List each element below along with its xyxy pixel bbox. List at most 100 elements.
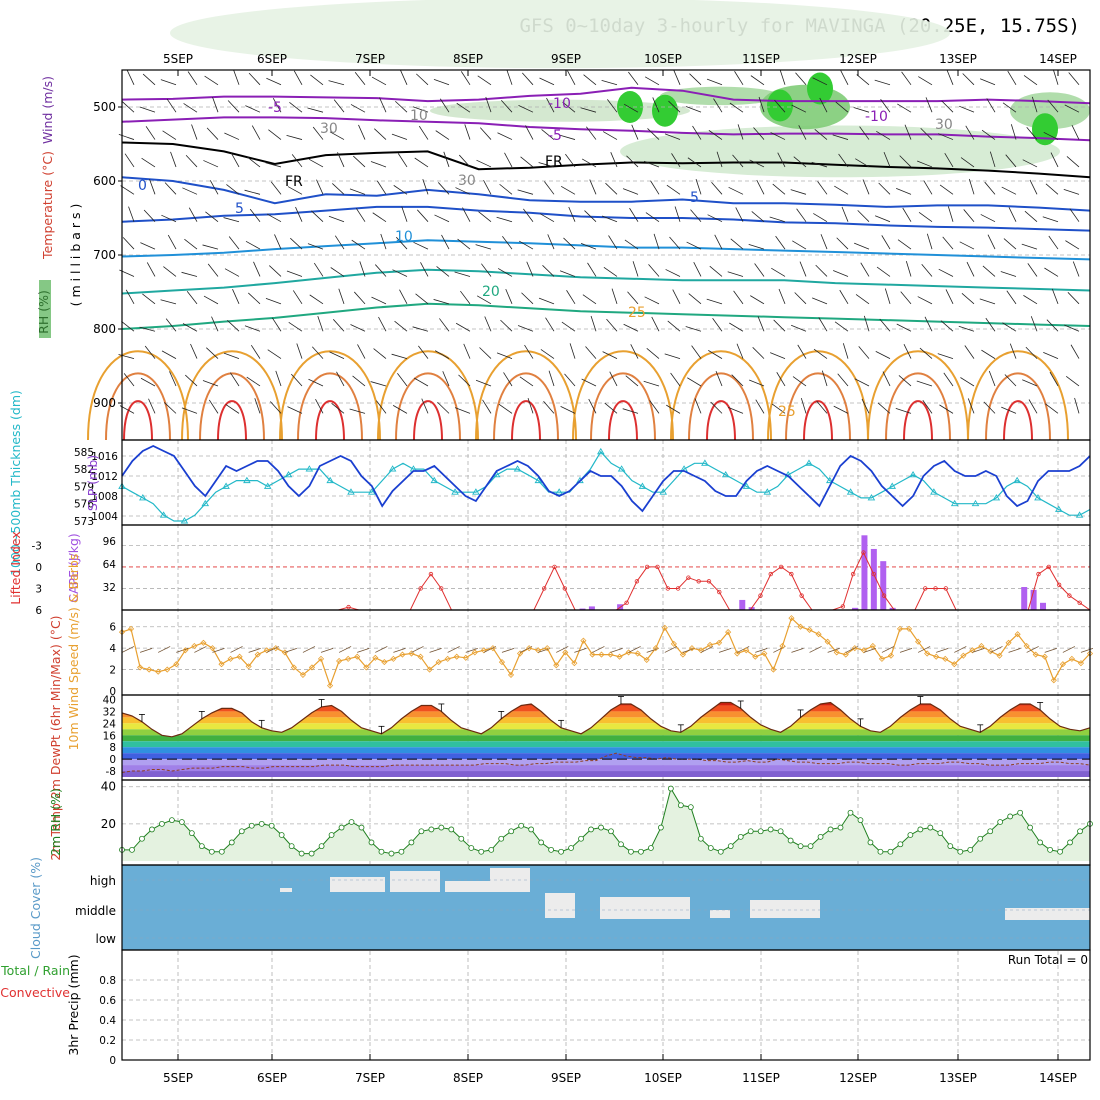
pressure-tick-label: 700	[93, 248, 116, 262]
contour-label: 5	[690, 190, 699, 206]
wind-speed-point	[1068, 655, 1075, 662]
wind-barb	[565, 153, 576, 168]
wind-barb	[244, 325, 261, 332]
lifted-index-point	[562, 586, 568, 591]
wind10m-axis-label: 10m Wind Speed (m/s) & Barbs	[66, 554, 81, 751]
wind-barb	[391, 133, 408, 140]
wind-barb	[774, 99, 786, 113]
wind-barb	[185, 374, 198, 387]
contour-label: 30	[320, 121, 338, 137]
wind-barb	[272, 97, 282, 113]
wind-barb	[395, 236, 408, 250]
wind-barb	[353, 155, 366, 168]
wind-barb	[581, 378, 597, 387]
wind-barb	[188, 207, 198, 222]
wind-barb	[270, 181, 282, 195]
thickness-tick-label: 573	[74, 516, 94, 528]
thickness-point	[430, 476, 439, 484]
wind-speed-point	[598, 651, 605, 658]
rh-point	[408, 839, 415, 846]
wind-speed-point	[788, 615, 795, 622]
lifted-index-point	[1036, 571, 1041, 577]
precip-tick-label: 0.6	[99, 995, 116, 1007]
wind-barb	[187, 71, 198, 86]
wind-barb	[415, 293, 429, 305]
wind-barb	[750, 75, 765, 86]
wind-barb	[862, 179, 870, 195]
wind-barb	[332, 183, 345, 195]
cloud-gap	[330, 877, 385, 892]
rh-point	[548, 846, 555, 853]
wind-barb	[1070, 344, 1080, 359]
warm-contour-35	[608, 400, 638, 441]
wind-barb	[568, 206, 576, 222]
temperature-contour	[121, 176, 1091, 212]
wind-barb	[707, 214, 723, 223]
wind-barb-10m	[357, 648, 370, 653]
thickness-tick-label: 576	[74, 499, 94, 511]
wind-barb	[484, 316, 492, 332]
wind-barb	[1007, 70, 1017, 86]
wind-barb	[988, 370, 996, 387]
lifted-index-point	[542, 586, 547, 591]
wind-barb	[884, 288, 891, 304]
rh-point	[468, 845, 475, 851]
temperature-contour	[121, 268, 1091, 295]
wind-barb	[338, 288, 345, 304]
wind-barb-10m	[538, 648, 551, 653]
wind-barb	[374, 264, 387, 277]
li-tick-label: -3	[32, 540, 42, 552]
contour-label: -5	[548, 128, 562, 144]
wind-barb	[420, 262, 429, 277]
wind-barb	[674, 206, 681, 222]
wind-barb	[1068, 72, 1080, 86]
rh-point	[1037, 839, 1044, 846]
wind-barb	[1024, 210, 1038, 223]
wind-barb	[230, 152, 240, 168]
cape-lifted-index-panel: -3 0 3 6 96 64 32	[32, 535, 1091, 617]
wind-barb	[329, 351, 345, 359]
wind-barb	[275, 370, 282, 387]
wind-barb	[139, 106, 156, 113]
wind-barb	[731, 374, 744, 387]
wind-barb	[735, 207, 744, 222]
wind-barb	[917, 296, 933, 305]
wind-barb	[708, 350, 723, 359]
warm-contour-25	[87, 350, 189, 441]
wind-barb	[477, 75, 492, 86]
wind-barb	[916, 380, 933, 387]
rh-shade-core	[807, 72, 833, 105]
cloud-level-label: middle	[75, 904, 116, 918]
rh-point	[388, 850, 395, 857]
contour-label: 20	[482, 284, 500, 300]
wind-barb	[706, 298, 723, 305]
wind-barb	[161, 214, 177, 223]
wind-barb	[709, 265, 723, 277]
date-label-bottom: 14SEP	[1039, 1071, 1077, 1085]
pressure-tick-label: 500	[93, 100, 116, 114]
wind-barb	[604, 402, 618, 414]
date-label-bottom: 6SEP	[257, 1071, 287, 1085]
wind-barb	[524, 344, 534, 359]
cloud-cover-panel: high middle low	[75, 865, 1090, 950]
rh-point	[448, 826, 455, 833]
wind-barb	[123, 373, 135, 387]
cape-bar	[1030, 589, 1037, 610]
wind-barb	[622, 408, 639, 414]
rh-point	[997, 819, 1004, 825]
wind-barb	[854, 378, 870, 387]
wind-barb-10m	[483, 646, 497, 653]
wind-barb	[937, 353, 954, 359]
wind-speed-point	[182, 647, 189, 654]
rh-point	[747, 828, 754, 835]
wind-barb	[669, 236, 681, 250]
date-label-bottom: 8SEP	[453, 1071, 483, 1085]
wind-barb	[834, 185, 849, 195]
wind-speed-point	[1023, 642, 1030, 650]
wind-barb	[312, 126, 324, 140]
warm-contour-30	[493, 372, 559, 441]
wind-barb	[1010, 124, 1017, 140]
wind-barb	[798, 125, 807, 140]
thickness-point	[597, 447, 605, 455]
wind-barb	[901, 71, 912, 86]
